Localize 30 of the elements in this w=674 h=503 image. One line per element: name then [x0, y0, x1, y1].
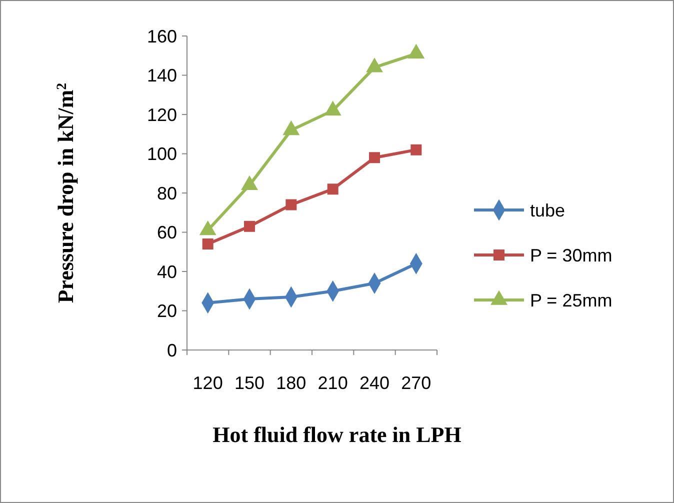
point [241, 176, 258, 190]
x-tick-label: 180 [276, 373, 306, 393]
y-tick-label: 80 [156, 183, 177, 204]
point [202, 238, 214, 250]
x-tick-label: 240 [359, 373, 390, 393]
point [408, 44, 424, 59]
y-tick-label: 20 [156, 301, 177, 322]
x-tick-label: 210 [318, 373, 348, 393]
legend-label: P = 30mm [530, 245, 612, 266]
y-tick-label: 0 [166, 340, 177, 360]
legend-label: tube [530, 200, 566, 220]
legend-label: P = 25mm [530, 290, 612, 310]
x-tick-label: 120 [192, 373, 223, 393]
y-tick-label: 60 [156, 222, 177, 243]
point [369, 152, 380, 164]
point [366, 58, 383, 72]
x-axis-title: Hot fluid flow rate in LPH [212, 422, 462, 447]
point [324, 101, 341, 116]
point [327, 184, 338, 195]
y-tick-label: 140 [146, 66, 177, 86]
y-tick-label: 120 [146, 104, 177, 125]
point [286, 199, 297, 210]
x-tick-label: 270 [401, 373, 432, 393]
point [283, 120, 300, 136]
point [410, 144, 422, 156]
y-tick-label: 40 [156, 262, 177, 282]
point [244, 220, 255, 232]
y-tick-label: 160 [146, 26, 177, 46]
y-tick-label: 100 [146, 144, 177, 164]
x-tick-label: 150 [234, 373, 265, 393]
